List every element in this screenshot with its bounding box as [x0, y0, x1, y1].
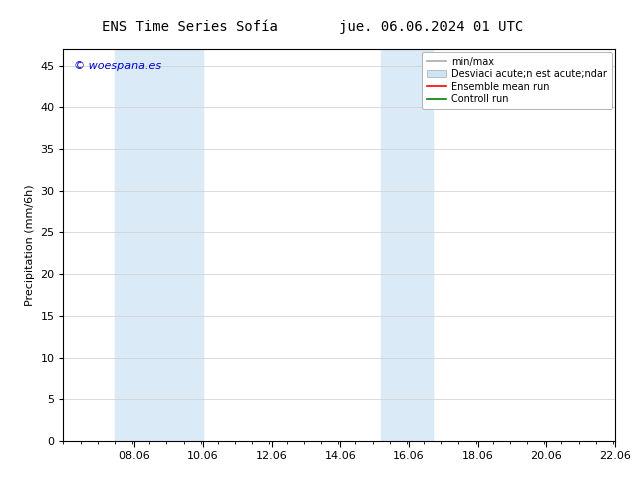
Text: ENS Time Series Sofía: ENS Time Series Sofía — [102, 20, 278, 34]
Bar — [381, 49, 432, 441]
Y-axis label: Precipitation (mm/6h): Precipitation (mm/6h) — [25, 184, 35, 306]
Text: jue. 06.06.2024 01 UTC: jue. 06.06.2024 01 UTC — [339, 20, 523, 34]
Bar — [115, 49, 203, 441]
Text: © woespana.es: © woespana.es — [74, 61, 162, 71]
Legend: min/max, Desviaci acute;n est acute;ndar, Ensemble mean run, Controll run: min/max, Desviaci acute;n est acute;ndar… — [422, 52, 612, 109]
